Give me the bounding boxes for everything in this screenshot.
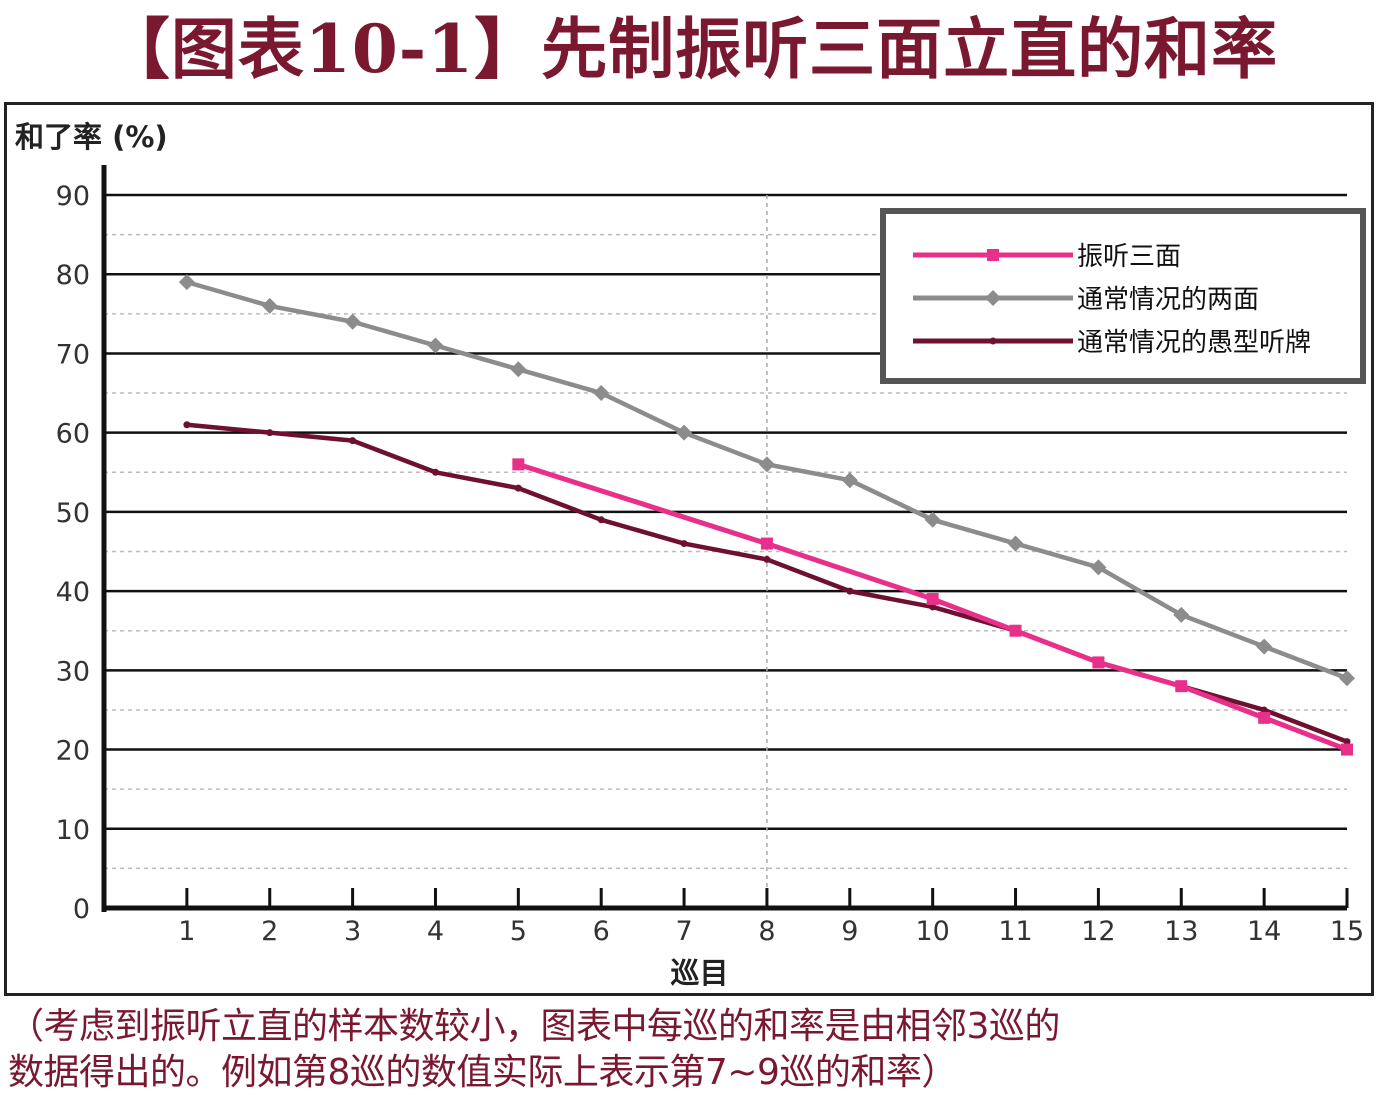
data-point-marker (1092, 656, 1105, 669)
y-tick-label: 30 (56, 656, 90, 687)
data-point-marker (597, 516, 605, 524)
x-tick-label: 14 (1247, 916, 1281, 947)
x-tick-label: 11 (998, 916, 1032, 947)
x-tick-label: 3 (344, 916, 361, 947)
data-point-marker (261, 297, 278, 314)
data-point-marker (760, 537, 773, 550)
y-tick-label: 20 (56, 736, 90, 767)
x-tick-label: 12 (1081, 916, 1115, 947)
data-point-marker (431, 468, 439, 476)
data-point-marker (989, 337, 997, 345)
data-point-marker (1007, 535, 1024, 552)
series-line (515, 461, 1350, 753)
data-point-marker (349, 437, 357, 445)
data-point-marker (1258, 711, 1271, 724)
x-tick-label: 5 (510, 916, 527, 947)
data-point-marker (846, 587, 854, 595)
x-tick-label: 15 (1330, 916, 1364, 947)
chart-title: 【图表10-1】先制振听三面立直的和率 (103, 10, 1279, 88)
y-tick-label: 50 (56, 498, 90, 529)
data-point-marker (344, 313, 361, 330)
y-tick-label: 0 (73, 894, 90, 925)
data-point-marker (987, 249, 999, 261)
x-tick-label: 9 (841, 916, 858, 947)
data-point-marker (926, 593, 939, 606)
data-point-marker (183, 421, 191, 429)
data-point-marker (1260, 706, 1268, 714)
data-point-marker (1256, 638, 1273, 655)
x-axis-title: 巡目 (670, 956, 728, 990)
series-lines (178, 274, 1355, 756)
data-point-marker (1173, 606, 1190, 623)
data-point-marker (1339, 670, 1355, 687)
y-tick-label: 60 (56, 419, 90, 450)
data-point-marker (841, 472, 858, 489)
y-tick-label: 80 (56, 260, 90, 291)
data-point-marker (985, 290, 1001, 306)
x-tick-label: 4 (427, 916, 444, 947)
data-point-marker (1090, 559, 1107, 576)
x-tick-label: 8 (758, 916, 775, 947)
data-point-marker (929, 603, 937, 611)
x-tick-label: 10 (915, 916, 949, 947)
chart-caption: （考虑到振听立直的样本数较小，图表中每巡的和率是由相邻3巡的 数据得出的。例如第… (8, 1004, 1378, 1096)
data-point-marker (178, 274, 195, 291)
y-tick-label: 90 (56, 181, 90, 212)
data-point-marker (1343, 738, 1351, 746)
x-tick-label: 1 (178, 916, 195, 947)
chart-frame: 0 10 20 30 40 50 60 70 80 90 1 2 3 4 5 6 7 8 9 10 11 12 13 14 15… (4, 102, 1374, 996)
data-point-marker (427, 337, 444, 354)
data-point-marker (514, 484, 522, 492)
y-tick-label: 10 (56, 815, 90, 846)
x-tick-label: 6 (593, 916, 610, 947)
y-tick-label: 70 (56, 339, 90, 370)
x-tick-label: 13 (1164, 916, 1198, 947)
y-axis-title: 和了率 (%) (15, 120, 168, 154)
data-point-marker (510, 361, 527, 378)
data-point-marker (1341, 743, 1353, 756)
data-point-marker (512, 458, 525, 471)
series-1 (512, 458, 1353, 756)
data-point-marker (924, 511, 941, 528)
data-point-marker (1009, 624, 1022, 637)
caption-line-1: （考虑到振听立直的样本数较小，图表中每巡的和率是由相邻3巡的 (8, 1006, 1060, 1047)
caption-line-2: 数据得出的。例如第8巡的数值实际上表示第7~9巡的和率） (8, 1052, 957, 1093)
data-point-marker (758, 456, 775, 473)
data-point-marker (680, 540, 688, 548)
data-point-marker (1175, 680, 1188, 693)
y-tick-label: 40 (56, 577, 90, 608)
legend-label: 通常情况的愚型听牌 (1077, 328, 1311, 358)
data-point-marker (593, 385, 610, 402)
legend-label: 振听三面 (1077, 242, 1181, 272)
data-point-marker (676, 424, 693, 441)
data-point-marker (763, 555, 771, 563)
x-tick-label: 2 (261, 916, 278, 947)
data-point-marker (266, 429, 274, 437)
legend-label: 通常情况的两面 (1077, 285, 1259, 315)
x-tick-label: 7 (675, 916, 692, 947)
